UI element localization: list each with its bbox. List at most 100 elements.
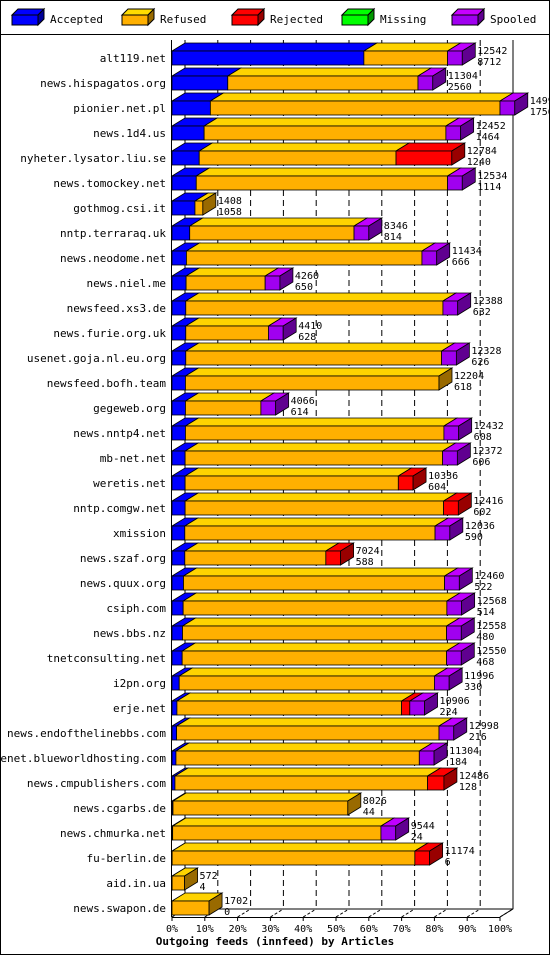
bar-segment (174, 775, 428, 791)
bar-segment (499, 100, 516, 116)
accepted-count: 666 (452, 257, 470, 268)
bar-segment (195, 175, 448, 191)
bar-segment-side (460, 642, 475, 666)
bar-segment-top (180, 642, 461, 652)
bar-segment (182, 600, 448, 616)
bar-segment (171, 850, 416, 866)
offered-count: 12568 (477, 596, 507, 607)
host-label: news.cgarbs.de (73, 802, 166, 815)
host-label: csiph.com (106, 602, 166, 615)
bar-segment-top (184, 392, 276, 402)
offered-count: 12388 (473, 296, 503, 307)
x-tick-label: 70% (393, 924, 411, 935)
offered-count: 4260 (295, 271, 319, 282)
bar-segment (446, 625, 462, 641)
host-label: news.hispagatos.org (40, 77, 166, 90)
bar-segment (171, 250, 187, 266)
offered-count: 9544 (411, 821, 435, 832)
host-label: news.cmpublishers.com (27, 777, 166, 790)
accepted-count: 632 (473, 307, 491, 318)
legend-label: Refused (160, 13, 206, 26)
host-label: news.swapon.de (73, 902, 166, 915)
x-tick-label: 30% (261, 924, 279, 935)
bar-segment (427, 775, 445, 791)
bar-segment (442, 450, 458, 466)
bar-segment-top (173, 767, 442, 777)
bar-segment-side (461, 167, 476, 191)
bar-segment-side (395, 817, 410, 841)
bar-segment (171, 725, 177, 741)
host-label: pionier.net.pl (73, 102, 166, 115)
accepted-count: 1756 (530, 107, 550, 118)
host-label: news.szaf.org (80, 552, 166, 565)
host-label: news.chmurka.net (60, 827, 166, 840)
accepted-count: 0 (224, 907, 230, 918)
bar-segment (433, 675, 450, 691)
bar-segment (171, 400, 186, 416)
bar-segment (171, 650, 183, 666)
bar-segment-top (175, 692, 417, 702)
offered-count: 10906 (440, 696, 470, 707)
bar-segment-side (458, 567, 473, 591)
host-label: i2pn.org (113, 677, 166, 690)
bar-segment (171, 225, 191, 241)
floor-tick (335, 908, 350, 918)
floor-tick (302, 908, 317, 918)
bar-segment (444, 575, 460, 591)
bar-segment-side (368, 217, 383, 241)
bar-segment (171, 175, 197, 191)
bar-segment (171, 200, 196, 216)
host-label: aid.in.ua (106, 877, 166, 890)
bars: 1254287121130425601499817561245214641278… (170, 42, 550, 918)
accepted-count: 216 (469, 732, 487, 743)
accepted-count: 514 (477, 607, 495, 618)
legend-swatch (231, 14, 259, 26)
floor-tick (270, 908, 284, 918)
bar-segment (447, 175, 463, 191)
bar-segment (184, 475, 399, 491)
bar-segment-side (457, 492, 472, 516)
bar-segment (171, 425, 186, 441)
bar-segment (185, 300, 444, 316)
bar-segment-side (275, 392, 290, 416)
offered-count: 12998 (469, 721, 499, 732)
bar-segment (264, 275, 281, 291)
offered-count: 12550 (476, 646, 506, 657)
bar-segment (260, 400, 277, 416)
bar-segment-top (170, 842, 430, 852)
accepted-count: 618 (454, 382, 472, 393)
offered-count: 11304 (449, 746, 479, 757)
bar-segment-top (177, 667, 449, 677)
accepted-count: 602 (473, 507, 491, 518)
host-label: alt119.net (100, 52, 166, 65)
accepted-count: 628 (298, 332, 316, 343)
bar-segment (181, 650, 447, 666)
x-axis-title: Outgoing feeds (innfeed) by Articles (156, 935, 394, 948)
x-tick-label: 90% (458, 924, 476, 935)
x-tick-label: 40% (294, 924, 312, 935)
host-label: erje.net (113, 702, 166, 715)
host-label: gothmog.csi.it (73, 202, 166, 215)
floor-tick (237, 908, 251, 918)
host-label: newsfeed.xs3.de (67, 302, 166, 315)
bar-segment (185, 350, 443, 366)
bar-segment-side (279, 267, 294, 291)
legend-label: Missing (380, 13, 426, 26)
bar-segment (363, 50, 448, 66)
legend-swatch (451, 14, 479, 26)
bar-segment (182, 625, 447, 641)
x-tick-label: 10% (196, 924, 214, 935)
bar-segment-top (171, 792, 363, 802)
accepted-count: 4 (200, 882, 206, 893)
bar-segment (443, 425, 460, 441)
bar-segment-top (183, 492, 458, 502)
